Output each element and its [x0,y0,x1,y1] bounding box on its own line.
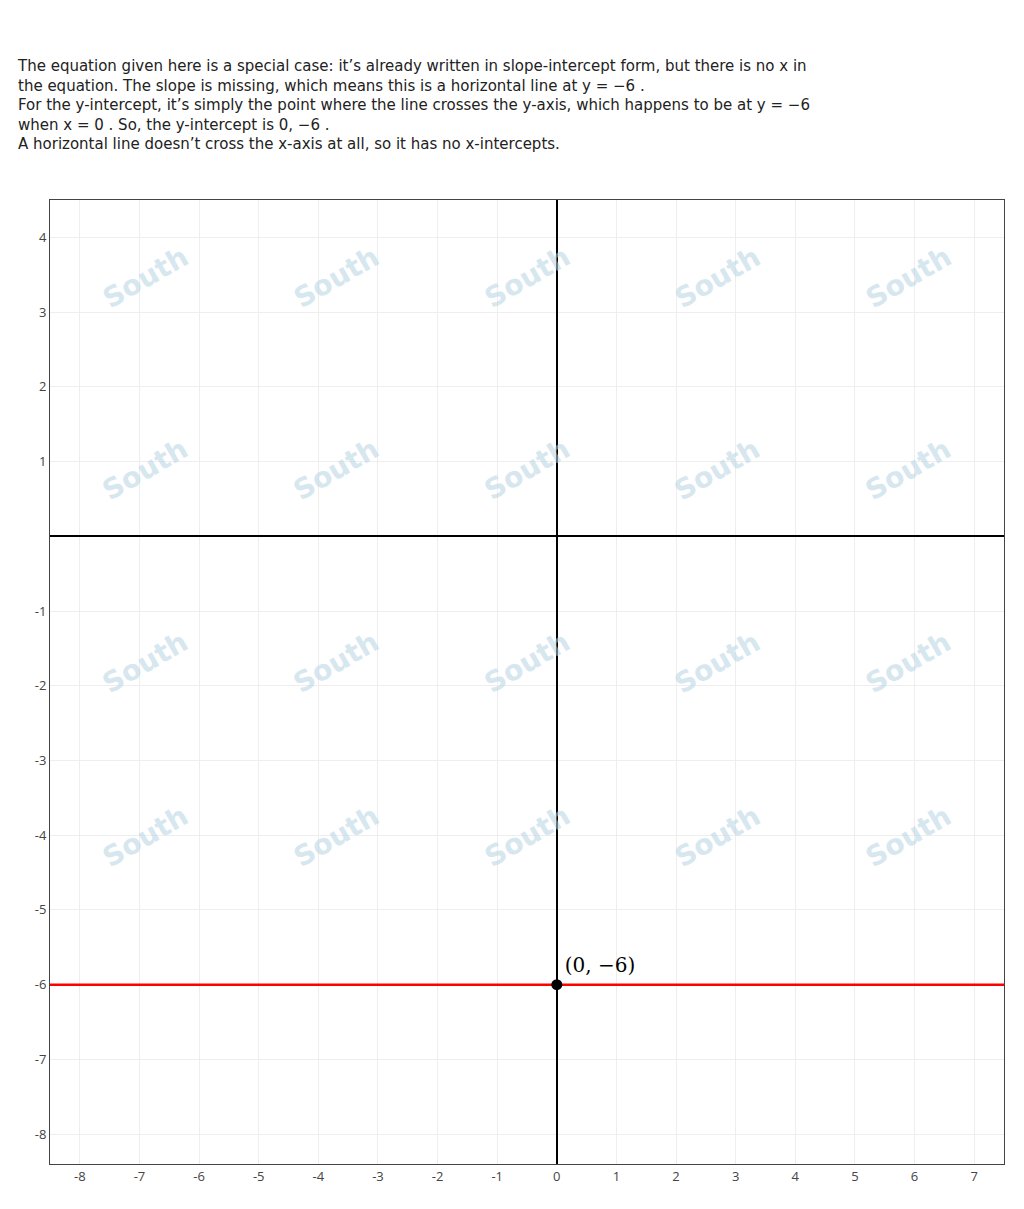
svg-text:-4: -4 [35,826,47,844]
svg-text:-1: -1 [35,602,47,620]
svg-text:South: South [97,240,194,315]
svg-text:-2: -2 [432,1167,444,1185]
svg-text:South: South [288,799,385,874]
svg-text:-5: -5 [35,900,47,918]
svg-text:South: South [669,432,766,507]
svg-text:South: South [288,432,385,507]
svg-text:-5: -5 [253,1167,265,1185]
svg-text:1: 1 [39,452,46,470]
svg-text:-6: -6 [35,975,47,993]
svg-text:-3: -3 [35,751,47,769]
svg-text:-1: -1 [491,1167,503,1185]
svg-text:-7: -7 [35,1050,47,1068]
svg-text:2: 2 [672,1167,679,1185]
svg-text:-4: -4 [312,1167,324,1185]
svg-text:South: South [479,240,576,315]
svg-text:4: 4 [792,1167,800,1185]
svg-text:2: 2 [39,377,46,395]
svg-text:South: South [860,799,957,874]
svg-text:The equation given here is a s: The equation given here is a special cas… [17,57,810,153]
svg-text:-8: -8 [74,1167,86,1185]
svg-text:South: South [479,799,576,874]
svg-text:South: South [860,625,957,700]
svg-text:South: South [860,432,957,507]
svg-text:South: South [860,240,957,315]
svg-text:-2: -2 [35,676,47,694]
svg-text:(0, −6): (0, −6) [565,953,636,977]
svg-text:South: South [97,625,194,700]
svg-text:6: 6 [911,1167,918,1185]
svg-text:South: South [479,625,576,700]
svg-text:South: South [479,432,576,507]
svg-text:South: South [669,625,766,700]
svg-text:-7: -7 [134,1167,146,1185]
svg-text:5: 5 [851,1167,858,1185]
svg-text:South: South [288,240,385,315]
svg-text:1: 1 [613,1167,620,1185]
svg-text:South: South [288,625,385,700]
svg-text:3: 3 [732,1167,739,1185]
svg-text:South: South [669,240,766,315]
svg-text:0: 0 [553,1167,560,1185]
svg-text:South: South [97,799,194,874]
svg-text:-3: -3 [372,1167,384,1185]
svg-text:-8: -8 [35,1125,47,1143]
svg-text:7: 7 [970,1167,977,1185]
svg-text:4: 4 [39,228,47,246]
svg-text:-6: -6 [193,1167,205,1185]
svg-text:South: South [669,799,766,874]
svg-text:South: South [97,432,194,507]
svg-text:3: 3 [39,303,46,321]
